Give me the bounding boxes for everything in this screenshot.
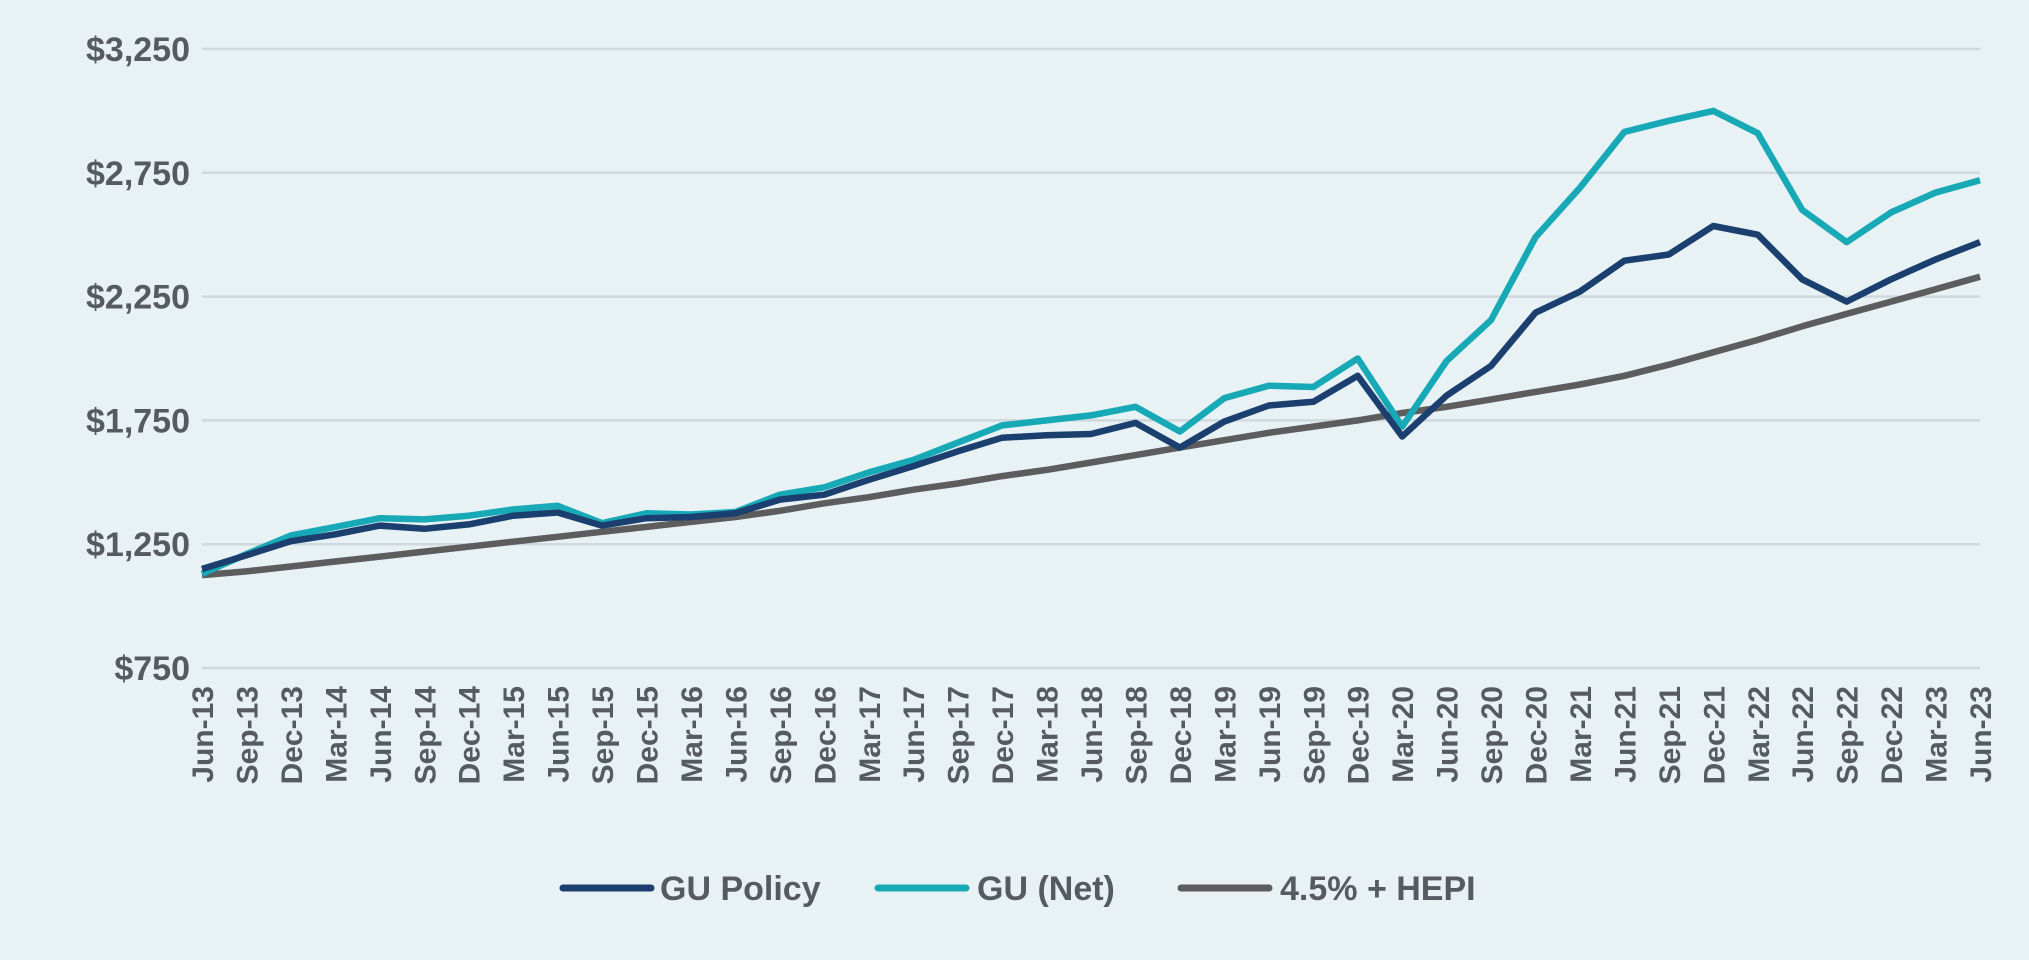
x-tick-label: Jun-14 xyxy=(365,686,398,783)
series-line-4-5-hepi xyxy=(201,273,1981,579)
x-tick-label: Jun-13 xyxy=(187,686,220,783)
legend-label: 4.5% + HEPI xyxy=(1280,870,1476,908)
x-tick-label: Mar-17 xyxy=(854,686,887,783)
x-tick-label: Sep-20 xyxy=(1476,686,1509,784)
y-tick-label: $1,250 xyxy=(86,526,190,564)
y-tick-label: $750 xyxy=(114,650,190,688)
x-tick-label: Jun-19 xyxy=(1254,686,1287,783)
x-tick-label: Dec-15 xyxy=(632,686,665,784)
x-tick-label: Mar-15 xyxy=(498,686,531,783)
y-tick-label: $3,250 xyxy=(86,31,190,69)
gridlines xyxy=(202,47,1980,670)
x-tick-label: Sep-16 xyxy=(765,686,798,784)
x-tick-label: Dec-14 xyxy=(454,686,487,785)
x-tick-label: Dec-20 xyxy=(1521,686,1554,784)
x-tick-label: Jun-17 xyxy=(898,686,931,783)
y-tick-label: $1,750 xyxy=(86,402,190,440)
x-tick-label: Dec-13 xyxy=(276,686,309,784)
x-tick-label: Mar-21 xyxy=(1565,686,1598,783)
x-tick-label: Dec-18 xyxy=(1165,686,1198,784)
x-tick-label: Sep-18 xyxy=(1120,686,1153,784)
x-tick-label: Jun-15 xyxy=(543,686,576,783)
x-tick-label: Jun-21 xyxy=(1609,686,1642,783)
x-tick-label: Sep-15 xyxy=(587,686,620,784)
x-tick-label: Jun-23 xyxy=(1965,686,1998,783)
x-tick-label: Sep-19 xyxy=(1298,686,1331,784)
series-lines xyxy=(200,107,1982,579)
x-axis-tick-labels: Jun-13 Sep-13 Dec-13 Mar-14 Jun-14 Sep-14 Dec-… xyxy=(187,686,1998,785)
x-tick-label: Jun-22 xyxy=(1787,686,1820,783)
x-tick-label: Mar-19 xyxy=(1209,686,1242,783)
x-tick-label: Sep-22 xyxy=(1832,686,1865,784)
x-tick-label: Dec-21 xyxy=(1698,686,1731,784)
x-tick-label: Dec-16 xyxy=(809,686,842,784)
x-tick-label: Jun-18 xyxy=(1076,686,1109,783)
x-tick-label: Mar-22 xyxy=(1743,686,1776,783)
x-tick-label: Dec-19 xyxy=(1343,686,1376,784)
y-axis-tick-labels: $750 $1,250 $1,750 $2,250 $2,750 $3,250 xyxy=(86,31,190,688)
legend: GU Policy GU (Net) 4.5% + HEPI xyxy=(559,870,1476,908)
x-tick-label: Sep-13 xyxy=(231,686,264,784)
x-tick-label: Mar-20 xyxy=(1387,686,1420,783)
x-tick-label: Sep-14 xyxy=(409,686,442,785)
legend-label: GU Policy xyxy=(660,870,821,908)
x-tick-label: Mar-23 xyxy=(1921,686,1954,783)
x-tick-label: Sep-17 xyxy=(943,686,976,784)
x-tick-label: Sep-21 xyxy=(1654,686,1687,784)
x-tick-label: Mar-16 xyxy=(676,686,709,783)
x-tick-label: Mar-18 xyxy=(1032,686,1065,783)
legend-label: GU (Net) xyxy=(977,870,1115,908)
series-line-gu-policy xyxy=(201,222,1982,573)
x-tick-label: Jun-20 xyxy=(1432,686,1465,783)
x-tick-label: Jun-16 xyxy=(720,686,753,783)
x-tick-label: Dec-22 xyxy=(1876,686,1909,784)
y-tick-label: $2,250 xyxy=(86,279,190,317)
y-tick-label: $2,750 xyxy=(86,155,190,193)
x-tick-label: Mar-14 xyxy=(320,686,353,783)
series-line-gu-net xyxy=(200,107,1981,577)
x-tick-label: Dec-17 xyxy=(987,686,1020,784)
